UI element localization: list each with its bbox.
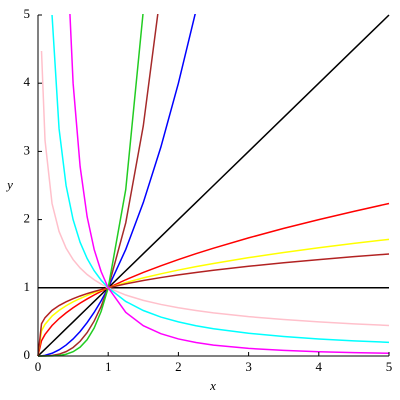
x-tick-label: 0 xyxy=(35,359,42,374)
x-axis-label: x xyxy=(209,378,216,393)
x-tick-label: 1 xyxy=(105,359,112,374)
curve xyxy=(40,50,390,327)
x-tick-label: 5 xyxy=(386,359,393,374)
x-tick-label: 4 xyxy=(316,359,323,374)
plot-area xyxy=(37,14,390,357)
curve xyxy=(37,14,390,357)
curve xyxy=(51,14,390,344)
y-tick-label: 5 xyxy=(24,6,31,21)
y-axis-label: y xyxy=(5,177,13,192)
y-tick-label: 0 xyxy=(24,347,31,362)
y-tick-label: 4 xyxy=(24,74,31,89)
x-tick-label: 2 xyxy=(175,359,182,374)
curve xyxy=(69,14,390,355)
curve xyxy=(37,14,196,357)
x-tick-label: 3 xyxy=(245,359,252,374)
y-tick-label: 3 xyxy=(24,142,31,157)
y-tick-label: 1 xyxy=(24,279,31,294)
y-tick-label: 2 xyxy=(24,211,31,226)
